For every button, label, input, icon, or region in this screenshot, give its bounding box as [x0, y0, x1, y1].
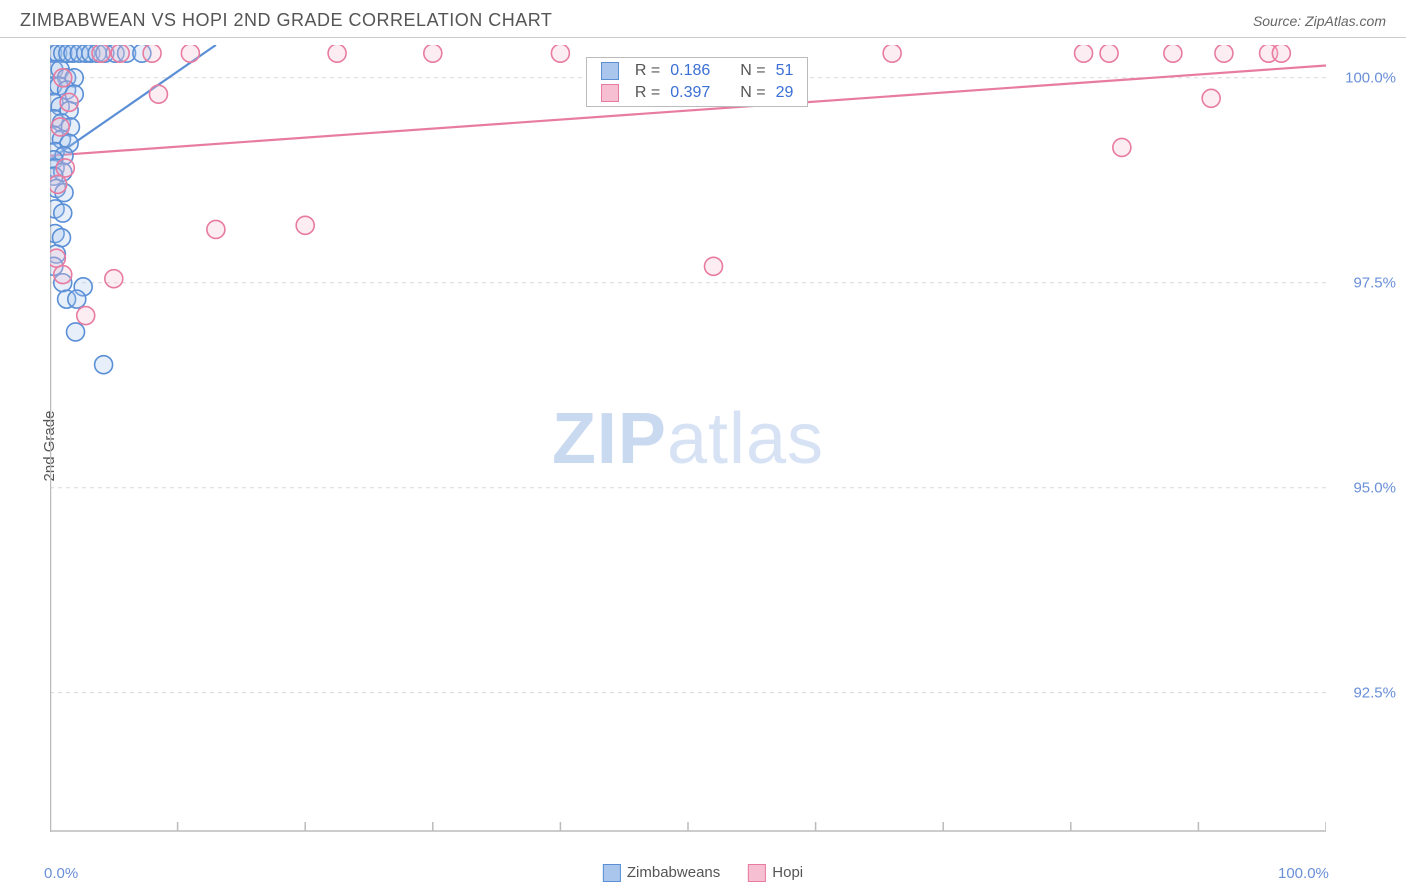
legend-item: Zimbabweans [603, 864, 720, 882]
corr-n-label: N = [740, 84, 765, 102]
chart-area: ZIPatlas R =0.186N =51R =0.397N =29 92.5… [50, 45, 1326, 832]
legend-label: Zimbabweans [627, 864, 720, 881]
legend-swatch [603, 864, 621, 882]
corr-r-value: 0.186 [670, 62, 710, 80]
y-tick-label: 97.5% [1353, 274, 1396, 291]
y-tick-label: 100.0% [1345, 69, 1396, 86]
legend-item: Hopi [748, 864, 803, 882]
chart-title: ZIMBABWEAN VS HOPI 2ND GRADE CORRELATION… [20, 10, 552, 31]
legend-swatch [748, 864, 766, 882]
correlation-row: R = 0.397 N = 29 [587, 82, 808, 104]
x-tick-label: 100.0% [1278, 865, 1329, 882]
scatter-plot-svg [50, 45, 1326, 832]
corr-r-label: R = [635, 62, 660, 80]
corr-n-value: 51 [776, 62, 794, 80]
chart-source: Source: ZipAtlas.com [1253, 13, 1386, 29]
legend-swatch [601, 62, 619, 80]
x-tick-label: 0.0% [44, 865, 78, 882]
legend-swatch [601, 84, 619, 102]
corr-r-value: 0.397 [670, 84, 710, 102]
y-tick-label: 92.5% [1353, 684, 1396, 701]
correlation-row: R = 0.186 N = 51 [587, 60, 808, 82]
chart-header: ZIMBABWEAN VS HOPI 2ND GRADE CORRELATION… [0, 0, 1406, 38]
y-tick-label: 95.0% [1353, 479, 1396, 496]
corr-n-value: 29 [776, 84, 794, 102]
corr-r-label: R = [635, 84, 660, 102]
legend-bottom: Zimbabweans Hopi [603, 864, 803, 882]
corr-n-label: N = [740, 62, 765, 80]
legend-label: Hopi [772, 864, 803, 881]
correlation-box: R = 0.186 N = 51 R = 0.397 N = 29 [586, 57, 809, 107]
